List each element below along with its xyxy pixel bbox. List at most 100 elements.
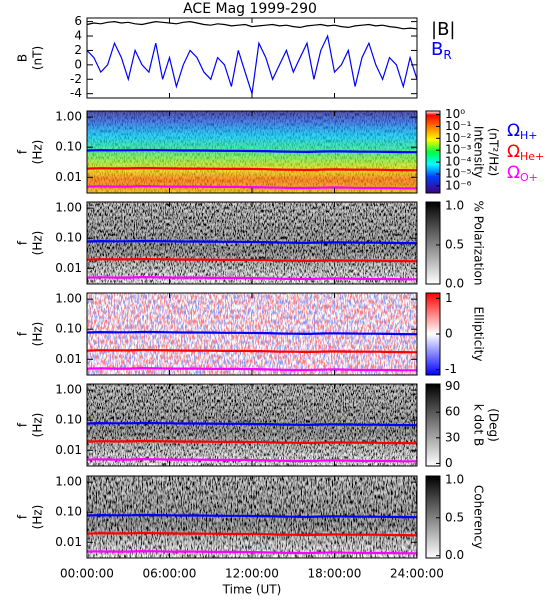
colorbar (425, 475, 441, 559)
legend-label: ΩH+ (507, 121, 538, 142)
colorbar (425, 201, 441, 285)
gyrofrequency-line (86, 239, 418, 245)
colorbar-tick-label: 10⁻⁵ (445, 166, 472, 180)
chart-title: ACE Mag 1999-290 (183, 1, 317, 17)
colorbar-tick-label: 10⁻¹ (445, 119, 472, 133)
y-tick-label: 0.10 (55, 322, 82, 336)
gyrofrequency-line (86, 439, 418, 445)
panel-frame (86, 17, 418, 99)
colorbar-tick-label: 0 (445, 327, 453, 341)
legend-name: Ω (507, 121, 520, 141)
y-tick-label: 1.00 (55, 292, 82, 306)
gyrofrequency-line (86, 531, 418, 537)
y-axis-label: (Hz) (31, 140, 45, 165)
y-axis-label: (Hz) (31, 413, 45, 438)
colorbar-tick-label: 0.0 (445, 277, 464, 291)
gyrofrequency-line (86, 257, 418, 263)
y-tick-label: 0.10 (55, 413, 82, 427)
colorbar-tick-label: 10⁻² (445, 131, 472, 145)
y-tick-label: 1.00 (55, 475, 82, 489)
x-tick-label: 12:00:00 (225, 567, 279, 581)
colorbar-tick-label: 30 (445, 430, 460, 444)
colorbar-label: Ellipticity (472, 307, 486, 362)
colorbar-tick-label: 0 (445, 456, 453, 470)
x-tick-label: 24:00:00 (390, 567, 444, 581)
y-axis-label: f (16, 240, 30, 245)
colorbar (425, 110, 441, 194)
y-tick-label: 1.00 (55, 383, 82, 397)
x-tick-label: 06:00:00 (143, 567, 197, 581)
colorbar-label: (nT²/Hz) (487, 128, 501, 176)
y-tick-label: 0.01 (55, 352, 82, 366)
legend-subscript: R (443, 48, 451, 62)
data-line (86, 34, 418, 94)
colorbar-tick-label: 1.0 (445, 472, 464, 486)
y-tick-label: -2 (70, 72, 82, 86)
y-tick-label: 0.01 (55, 535, 82, 549)
colorbar-tick-label: 10⁻⁴ (445, 155, 472, 169)
y-axis-label: f (16, 331, 30, 336)
gyrofrequency-line (86, 457, 417, 463)
gyrofrequency-line (86, 421, 418, 427)
colorbar (425, 383, 441, 467)
legend-name: |B| (431, 19, 455, 40)
colorbar-tick-label: 0.0 (445, 548, 464, 562)
y-tick-label: 1.00 (55, 201, 82, 215)
gyrofrequency-line (86, 148, 418, 154)
y-tick-label: 0.10 (55, 231, 82, 245)
colorbar-tick-label: 0.5 (445, 237, 464, 251)
y-axis-label: (nT) (31, 46, 45, 70)
y-tick-label: 2 (74, 43, 82, 57)
colorbar-label: (Deg) (487, 408, 501, 442)
colorbar-tick-label: 1.0 (445, 198, 464, 212)
gyrofrequency-line (86, 513, 418, 519)
colorbar-tick-label: 90 (445, 379, 460, 393)
legend-name: B (431, 39, 443, 60)
colorbar-tick-label: -1 (445, 362, 457, 376)
y-axis-label: (Hz) (31, 322, 45, 347)
y-tick-label: 4 (74, 29, 82, 43)
colorbar-tick-label: 60 (445, 405, 460, 419)
colorbar-label: Coherency (472, 485, 486, 549)
y-axis-label: (Hz) (31, 505, 45, 530)
legend-label: ΩHe+ (507, 142, 544, 163)
y-axis-label: B (16, 54, 30, 62)
y-tick-label: 0.10 (55, 505, 82, 519)
legend-subscript: O+ (520, 171, 538, 184)
colorbar-label: % Polarization (472, 201, 486, 286)
gyrofrequency-line (86, 166, 418, 172)
y-tick-label: 0.01 (55, 261, 82, 275)
data-line (86, 20, 418, 30)
y-axis-label: (Hz) (31, 231, 45, 256)
colorbar-label: k dot B (472, 404, 486, 446)
y-tick-label: 0 (74, 57, 82, 71)
y-tick-label: -4 (70, 86, 82, 100)
y-axis-label: f (16, 149, 30, 154)
y-tick-label: 1.00 (55, 110, 82, 124)
y-tick-label: 0.10 (55, 140, 82, 154)
y-tick-label: 6 (74, 14, 82, 28)
gyrofrequency-line (86, 184, 417, 190)
colorbar-tick-label: 0.5 (445, 510, 464, 524)
gyrofrequency-line (86, 366, 417, 372)
colorbar-tick-label: 10⁻⁶ (445, 178, 472, 192)
x-axis-label: Time (UT) (222, 583, 282, 597)
x-tick-label: 18:00:00 (308, 567, 362, 581)
gyrofrequency-line (86, 330, 418, 336)
gyrofrequency-line (86, 549, 417, 555)
legend-label: ΩO+ (507, 163, 538, 184)
legend-name: Ω (507, 163, 520, 183)
colorbar-tick-label: 10⁰ (445, 107, 465, 121)
legend-name: Ω (507, 142, 520, 162)
legend-subscript: H+ (520, 129, 538, 142)
legend-label: |B| (431, 19, 455, 40)
x-tick-label: 00:00:00 (60, 567, 114, 581)
colorbar-label: Intensity (472, 126, 486, 178)
y-axis-label: f (16, 422, 30, 427)
gyrofrequency-line (86, 275, 417, 281)
legend-subscript: He+ (520, 150, 544, 163)
colorbar-tick-label: 1 (445, 291, 453, 305)
y-axis-label: f (16, 514, 30, 519)
y-tick-label: 0.01 (55, 170, 82, 184)
